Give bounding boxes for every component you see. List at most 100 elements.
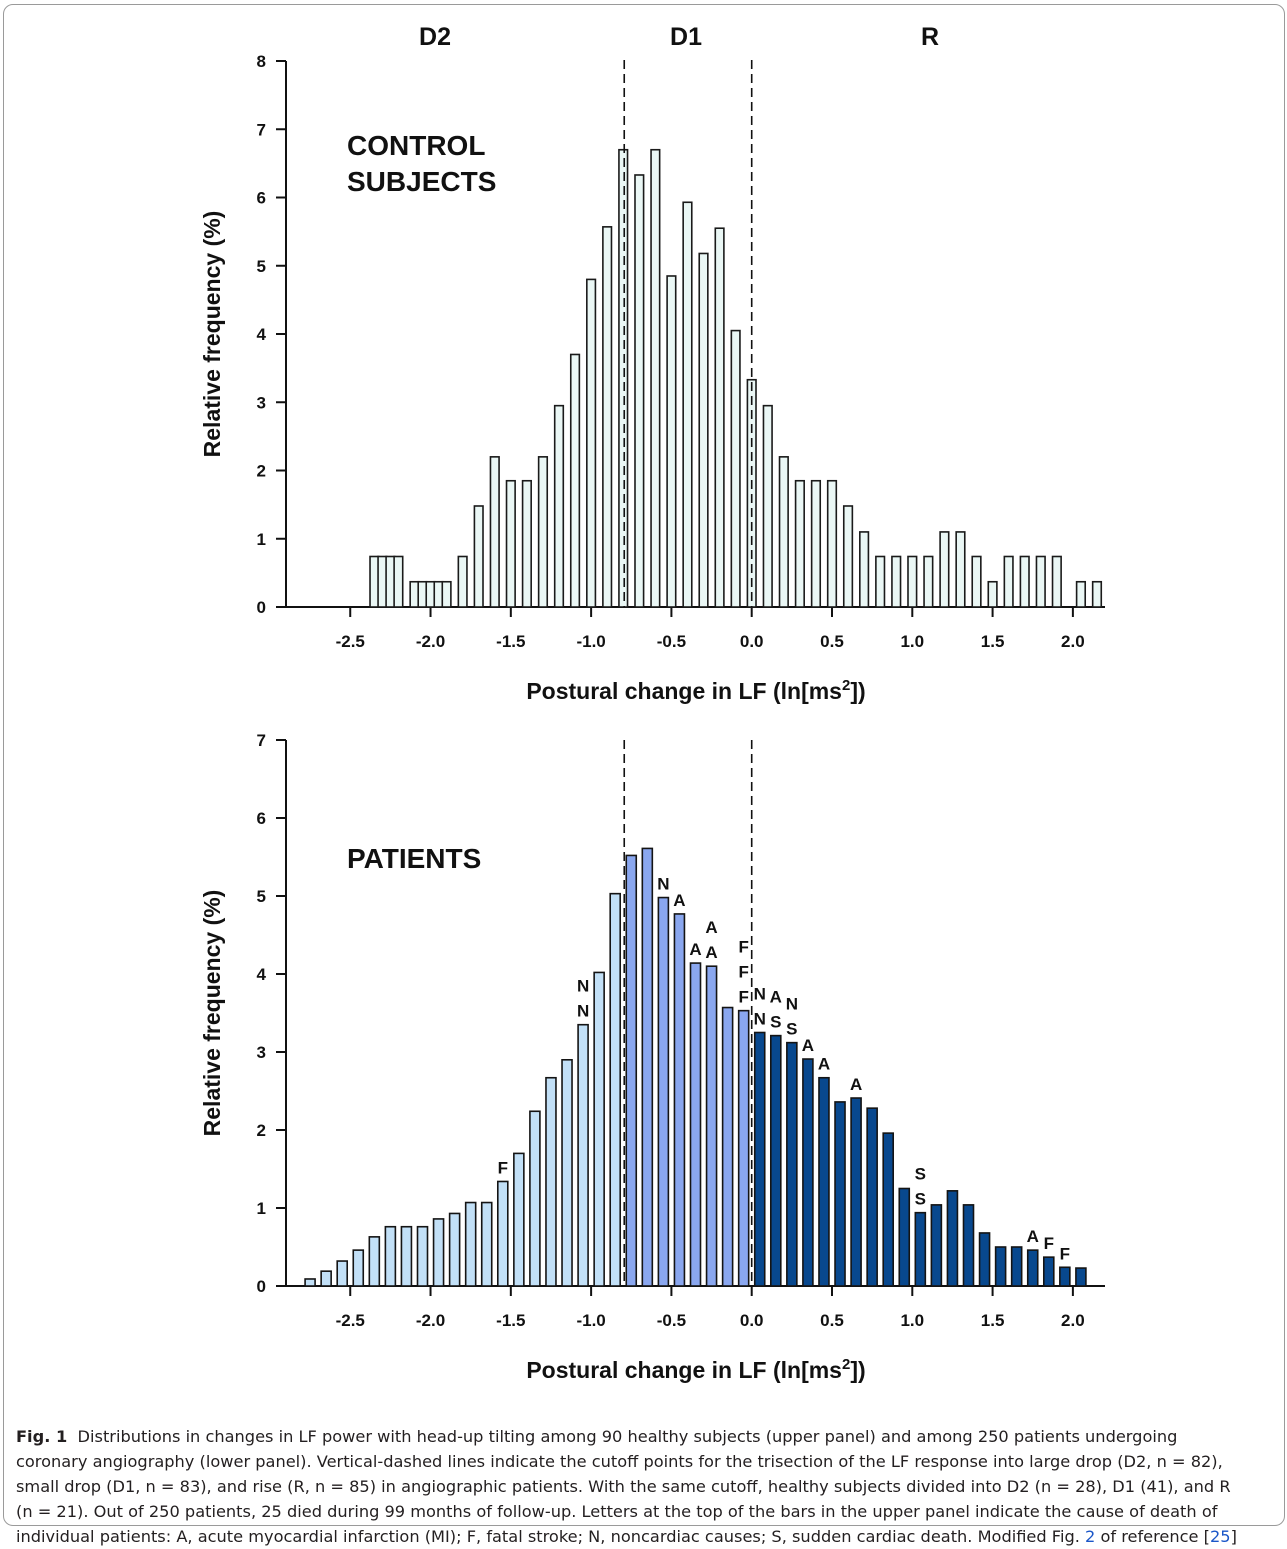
panel2-bar	[1059, 1266, 1071, 1287]
panel1-y-tick-label: 4	[257, 325, 267, 344]
panel2-cause-of-death-label: S	[915, 1165, 926, 1184]
panel2-cause-of-death-label: N	[786, 995, 798, 1014]
panel1-bar	[1003, 555, 1014, 608]
panel1-x-axis-label: Postural change in LF (ln[ms2])	[526, 677, 865, 704]
panel1-x-tick-label: -0.5	[657, 632, 686, 651]
panel1-bar	[602, 226, 613, 608]
panel2-x-tick-label: 2.0	[1061, 1311, 1085, 1330]
panel1-bar	[682, 201, 693, 608]
panel1-bar	[569, 353, 581, 608]
panel1-bar	[393, 555, 404, 608]
panel2-bar	[657, 896, 670, 1287]
panel2-bar	[866, 1107, 878, 1287]
panel2-bar	[705, 965, 718, 1287]
panel2-y-tick-label: 1	[257, 1199, 266, 1218]
panel2-x-tick-label: 1.5	[981, 1311, 1005, 1330]
figure-charts: D2 D1 R 0 1 2 3 4 5 6 7 8 -2.5 -2.0 -1.5 -1.0 -0.5 0.0 0.5…	[199, 23, 1105, 1383]
panel1-bar	[971, 555, 982, 608]
panel2-bar	[834, 1101, 846, 1287]
panel2-title: PATIENTS	[347, 843, 481, 874]
panel1-x-tick-label: 0.0	[740, 632, 764, 651]
panel2-bar	[593, 971, 605, 1287]
figure-caption: Fig. 1 Distributions in changes in LF po…	[16, 1424, 1278, 1549]
panel2-bar	[304, 1278, 316, 1287]
panel1-bar	[1091, 580, 1103, 608]
panel2-bar	[978, 1232, 991, 1287]
panel2-cause-of-death-label: S	[915, 1190, 926, 1209]
panel1-bar	[457, 555, 468, 608]
caption-line-3: small drop (D1, n = 83), and rise (R, n …	[16, 1477, 1231, 1496]
panel2-x-tick-label: 0.5	[820, 1311, 844, 1330]
panel2-x-axis-label: Postural change in LF (ln[ms2])	[526, 1356, 865, 1383]
panel2-bar	[882, 1132, 895, 1287]
region-label-d1: D1	[670, 23, 702, 51]
panel2-y-tick-label: 7	[257, 731, 266, 750]
panel2-cause-of-death-label: A	[689, 940, 701, 959]
panel2-cause-of-death-label: A	[1027, 1227, 1039, 1246]
panel2-bar	[930, 1204, 943, 1287]
panel2-x-tick-label: -2.0	[416, 1311, 445, 1330]
panel1-bar	[939, 531, 950, 608]
caption-line-1: Fig. 1 Distributions in changes in LF po…	[16, 1427, 1178, 1446]
caption-line-5: individual patients: A, acute myocardial…	[16, 1527, 1237, 1546]
panel1-x-tick-label: 2.0	[1061, 632, 1085, 651]
region-label-r: R	[921, 23, 939, 51]
panel1-y-tick-label: 0	[257, 598, 266, 617]
panel1-bar	[842, 505, 854, 608]
panel1-bar	[987, 580, 998, 608]
panel2-bar	[625, 854, 638, 1287]
panel1-bar	[794, 479, 805, 608]
figure-frame	[3, 4, 1285, 1526]
panel2-cause-of-death-label: S	[786, 1020, 797, 1039]
panel2-bar	[1042, 1256, 1055, 1287]
panel2-cause-of-death-label: F	[738, 963, 748, 982]
panel1-bar	[441, 580, 452, 608]
panel2-bar	[769, 1034, 782, 1287]
panel1-bar	[618, 148, 629, 608]
panel1-title: SUBJECTS	[347, 166, 496, 197]
panel1-x-tick-label: 1.5	[981, 632, 1005, 651]
panel2-bar	[513, 1152, 525, 1287]
panel2-cause-of-death-label: A	[673, 891, 685, 910]
panel2-bar	[529, 1110, 541, 1287]
panel1-bar	[810, 479, 822, 608]
panel2-cause-of-death-label: N	[657, 875, 669, 894]
panel1-bar	[537, 456, 549, 608]
panel1-bar	[907, 555, 918, 608]
panel1-bar	[553, 404, 565, 608]
panel2-bar	[689, 962, 702, 1287]
panel1-bar	[698, 252, 709, 608]
panel2-cause-of-death-label: A	[802, 1036, 814, 1055]
panel2-bar	[464, 1201, 477, 1287]
panel1-x-tick-label: -2.0	[416, 632, 445, 651]
panel2-x-tick-label: 0.0	[740, 1311, 764, 1330]
caption-line-4: (n = 21). Out of 250 patients, 25 died d…	[16, 1502, 1218, 1521]
panel2-bar	[368, 1236, 381, 1287]
panel2-y-tick-label: 3	[257, 1043, 266, 1062]
panel2-cause-of-death-label: F	[1060, 1244, 1070, 1263]
panel1-bar	[859, 531, 870, 608]
panel2-bar	[962, 1204, 975, 1287]
panel1-bar	[891, 555, 902, 608]
panel2-cause-of-death-label: N	[754, 985, 766, 1004]
panel2-y-tick-label: 4	[257, 965, 267, 984]
panel1-x-tick-label: 0.5	[820, 632, 844, 651]
panel1-x-tick-label: -2.5	[336, 632, 365, 651]
panel2-y-tick-label: 5	[257, 887, 266, 906]
panel2-x-tick-label: -0.5	[657, 1311, 686, 1330]
panel1-y-tick-label: 7	[257, 120, 266, 139]
panel2-bar	[1026, 1249, 1039, 1287]
panel2-bar	[673, 913, 686, 1287]
panel2-bar	[416, 1225, 429, 1287]
panel2-cause-of-death-label: A	[770, 988, 782, 1007]
panel1-bar	[730, 329, 741, 608]
panel1-y-tick-label: 2	[257, 462, 266, 481]
panel1-bar	[955, 531, 966, 608]
panel2-y-tick-label: 2	[257, 1121, 266, 1140]
panel1-y-tick-label: 8	[257, 52, 266, 71]
panel2-cause-of-death-label: A	[705, 943, 717, 962]
panel2-cause-of-death-label: F	[498, 1158, 508, 1177]
panel2-cause-of-death-label: F	[738, 938, 748, 957]
panel2-bar	[721, 1006, 734, 1287]
panel2-bar	[786, 1041, 798, 1287]
